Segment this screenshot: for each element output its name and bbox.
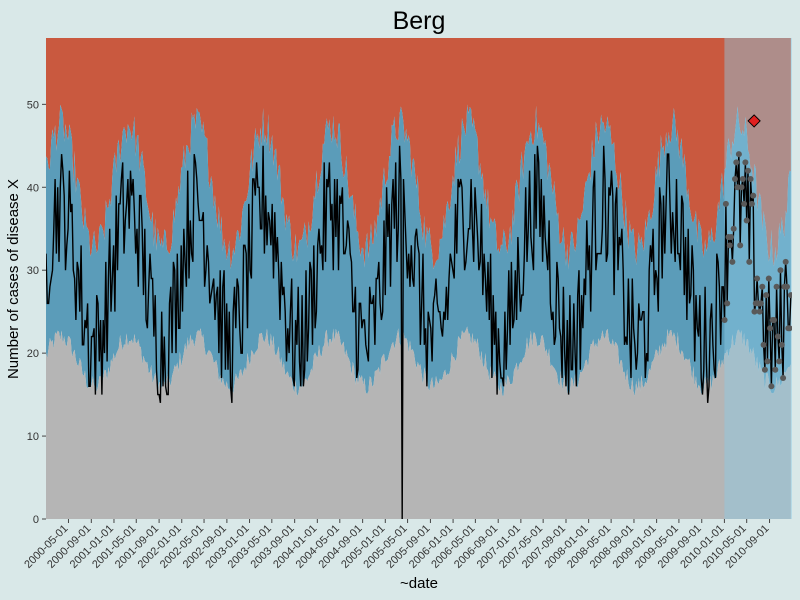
observation-point <box>742 159 749 166</box>
upper-band-area <box>46 38 791 270</box>
observation-point <box>756 308 763 315</box>
observation-point <box>774 333 781 340</box>
observation-point <box>780 375 787 382</box>
observation-point <box>739 175 746 182</box>
y-tick-label: 30 <box>27 265 39 277</box>
x-axis-label: ~date <box>400 575 438 592</box>
observation-point <box>757 300 764 307</box>
y-tick-label: 0 <box>33 514 39 526</box>
observation-point <box>751 308 758 315</box>
observation-point <box>728 234 735 241</box>
observation-point <box>738 184 745 191</box>
observation-point <box>724 300 731 307</box>
y-axis-label: Number of cases of disease X <box>5 179 22 379</box>
observation-point <box>747 175 754 182</box>
observation-point <box>786 325 792 332</box>
observation-point <box>763 292 770 299</box>
observation-point <box>776 358 783 365</box>
observation-point <box>729 258 736 265</box>
bands <box>46 38 792 519</box>
y-tick-label: 50 <box>27 99 39 111</box>
observation-point <box>737 242 744 249</box>
y-tick-label: 40 <box>27 182 39 194</box>
observation-point <box>787 292 792 299</box>
observation-point <box>748 200 755 207</box>
observation-point <box>730 225 737 232</box>
observation-point <box>765 275 772 282</box>
observation-point <box>731 175 738 182</box>
observation-point <box>767 325 774 332</box>
observation-point <box>764 358 771 365</box>
observation-point <box>754 275 761 282</box>
observation-point <box>726 242 733 249</box>
observation-point <box>750 192 757 199</box>
alarm-marker <box>747 114 761 128</box>
observation-point <box>778 341 785 348</box>
observation-point <box>773 283 780 290</box>
baseline-band-area <box>46 326 791 519</box>
observation-point <box>759 283 766 290</box>
observation-point <box>761 366 768 373</box>
plot-area <box>46 38 792 519</box>
y-tick-label: 20 <box>27 348 39 360</box>
observation-point <box>746 258 753 265</box>
observation-point <box>735 151 742 158</box>
observation-point <box>744 167 751 174</box>
observation-point <box>782 258 789 265</box>
chart-title: Berg <box>393 7 446 35</box>
observation-point <box>722 200 729 207</box>
observation-point <box>733 159 740 166</box>
observation-point <box>768 383 775 390</box>
observation-point <box>770 316 777 323</box>
observation-point <box>772 366 779 373</box>
observation-point <box>741 200 748 207</box>
observation-point <box>777 267 784 274</box>
observation-point <box>743 217 750 224</box>
observation-point <box>783 283 790 290</box>
observation-point <box>760 341 767 348</box>
observation-point <box>721 316 728 323</box>
y-axis-ticks: 0 10 20 30 40 50 <box>27 99 46 526</box>
observed-line <box>46 145 792 519</box>
y-tick-label: 10 <box>27 431 39 443</box>
